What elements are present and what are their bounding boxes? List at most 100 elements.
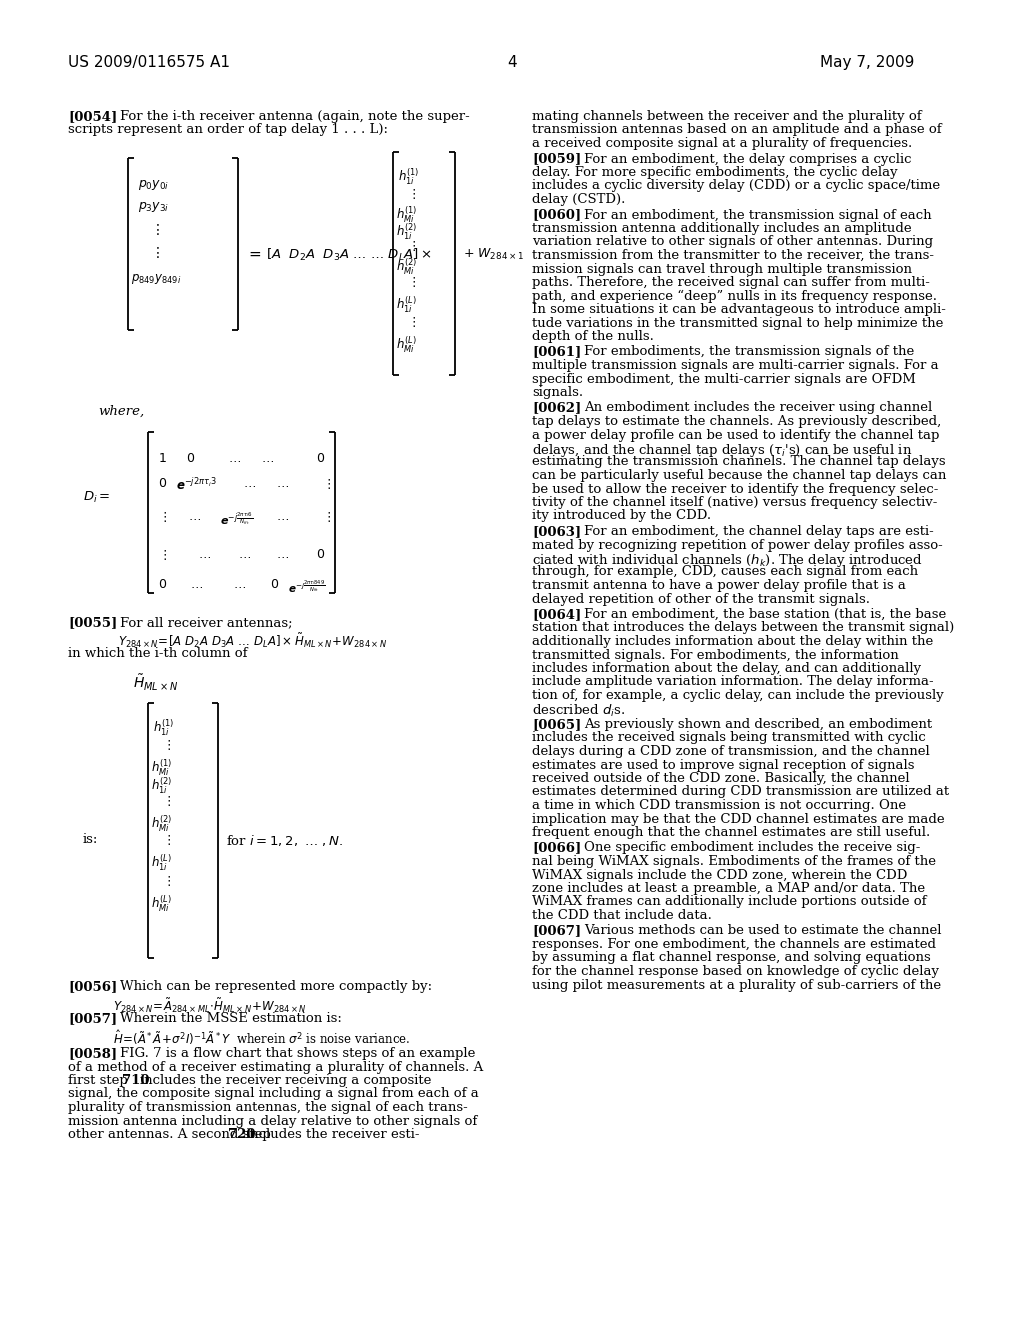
Text: 720: 720: [228, 1129, 256, 1140]
Text: zone includes at least a preamble, a MAP and/or data. The: zone includes at least a preamble, a MAP…: [532, 882, 925, 895]
Text: $\ldots$: $\ldots$: [261, 451, 274, 465]
Text: $\vdots$: $\vdots$: [162, 738, 171, 752]
Text: $\vdots$: $\vdots$: [322, 477, 331, 491]
Text: estimating the transmission channels. The channel tap delays: estimating the transmission channels. Th…: [532, 455, 945, 469]
Text: delay (CSTD).: delay (CSTD).: [532, 193, 626, 206]
Text: for the channel response based on knowledge of cyclic delay: for the channel response based on knowle…: [532, 965, 939, 978]
Text: is:: is:: [83, 833, 98, 846]
Text: 4: 4: [507, 55, 517, 70]
Text: $0$: $0$: [158, 477, 167, 490]
Text: received outside of the CDD zone. Basically, the channel: received outside of the CDD zone. Basica…: [532, 772, 909, 785]
Text: $Y_{284\times N}\!=\![A\ D_2 A\ D_3 A\ \ldots\ D_L A]\times\tilde{H}_{ML\times N: $Y_{284\times N}\!=\![A\ D_2 A\ D_3 A\ \…: [118, 631, 387, 649]
Text: mission signals can travel through multiple transmission: mission signals can travel through multi…: [532, 263, 912, 276]
Text: multiple transmission signals are multi-carrier signals. For a: multiple transmission signals are multi-…: [532, 359, 939, 372]
Text: [0063]: [0063]: [532, 525, 582, 539]
Text: [0062]: [0062]: [532, 401, 582, 414]
Text: $1$: $1$: [158, 451, 167, 465]
Text: station that introduces the delays between the transmit signal): station that introduces the delays betwe…: [532, 622, 954, 635]
Text: $\vdots$: $\vdots$: [162, 833, 171, 847]
Text: $D_i=$: $D_i=$: [83, 490, 111, 506]
Text: tion of, for example, a cyclic delay, can include the previously: tion of, for example, a cyclic delay, ca…: [532, 689, 944, 702]
Text: implication may be that the CDD channel estimates are made: implication may be that the CDD channel …: [532, 813, 944, 825]
Text: delays, and the channel tap delays ($\tau_i$'s) can be useful in: delays, and the channel tap delays ($\ta…: [532, 442, 912, 459]
Text: ciated with individual channels ($h_k$). The delay introduced: ciated with individual channels ($h_k$).…: [532, 552, 923, 569]
Text: $Y_{284\times N}\!=\!\tilde{A}_{284\times ML}\!\cdot\!\tilde{H}_{ML\times N}\!+\: $Y_{284\times N}\!=\!\tilde{A}_{284\time…: [113, 997, 307, 1015]
Text: [0064]: [0064]: [532, 609, 582, 620]
Text: of a method of a receiver estimating a plurality of channels. A: of a method of a receiver estimating a p…: [68, 1060, 483, 1073]
Text: $\boldsymbol{e}^{-j2\pi\tau_i 3}$: $\boldsymbol{e}^{-j2\pi\tau_i 3}$: [176, 477, 217, 492]
Text: $\vdots$: $\vdots$: [162, 874, 171, 888]
Text: includes a cyclic diversity delay (CDD) or a cyclic space/time: includes a cyclic diversity delay (CDD) …: [532, 180, 940, 193]
Text: signal, the composite signal including a signal from each of a: signal, the composite signal including a…: [68, 1088, 479, 1101]
Text: $\hat{H}\!=\!(\tilde{A}^*\tilde{A}\!+\!\sigma^2 I)^{-1}\tilde{A}^*Y$  wherein $\: $\hat{H}\!=\!(\tilde{A}^*\tilde{A}\!+\!\…: [113, 1028, 411, 1048]
Text: $\tilde{H}_{ML\times N}$: $\tilde{H}_{ML\times N}$: [133, 672, 178, 693]
Text: $h^{(1)}_{1i}$: $h^{(1)}_{1i}$: [153, 718, 174, 738]
Text: [0056]: [0056]: [68, 979, 118, 993]
Text: May 7, 2009: May 7, 2009: [820, 55, 914, 70]
Text: $\vdots$: $\vdots$: [150, 246, 160, 260]
Text: transmission antennas based on an amplitude and a phase of: transmission antennas based on an amplit…: [532, 124, 942, 136]
Text: be used to allow the receiver to identify the frequency selec-: be used to allow the receiver to identif…: [532, 483, 938, 495]
Text: $h^{(L)}_{Mi}$: $h^{(L)}_{Mi}$: [151, 894, 172, 915]
Text: 710: 710: [122, 1074, 150, 1086]
Text: FIG. 7 is a flow chart that shows steps of an example: FIG. 7 is a flow chart that shows steps …: [120, 1047, 475, 1060]
Text: $\boldsymbol{e}^{-j\frac{2\pi\tau_i 6}{N_{fft}}}$: $\boldsymbol{e}^{-j\frac{2\pi\tau_i 6}{N…: [220, 510, 253, 527]
Text: transmission antenna additionally includes an amplitude: transmission antenna additionally includ…: [532, 222, 911, 235]
Text: other antennas. A second step: other antennas. A second step: [68, 1129, 275, 1140]
Text: Wherein the MSSE estimation is:: Wherein the MSSE estimation is:: [120, 1012, 342, 1026]
Text: path, and experience “deep” nulls in its frequency response.: path, and experience “deep” nulls in its…: [532, 289, 937, 302]
Text: transmitted signals. For embodiments, the information: transmitted signals. For embodiments, th…: [532, 648, 899, 661]
Text: $\vdots$: $\vdots$: [407, 315, 416, 329]
Text: where,: where,: [98, 405, 144, 418]
Text: by assuming a flat channel response, and solving equations: by assuming a flat channel response, and…: [532, 952, 931, 965]
Text: $=$: $=$: [246, 247, 262, 261]
Text: a power delay profile can be used to identify the channel tap: a power delay profile can be used to ide…: [532, 429, 939, 441]
Text: delayed repetition of other of the transmit signals.: delayed repetition of other of the trans…: [532, 593, 870, 606]
Text: $\ldots$: $\ldots$: [198, 548, 211, 561]
Text: a time in which CDD transmission is not occurring. One: a time in which CDD transmission is not …: [532, 799, 906, 812]
Text: $\ldots$: $\ldots$: [228, 451, 241, 465]
Text: In some situations it can be advantageous to introduce ampli-: In some situations it can be advantageou…: [532, 304, 946, 315]
Text: For all receiver antennas;: For all receiver antennas;: [120, 616, 293, 630]
Text: $h^{(1)}_{Mi}$: $h^{(1)}_{Mi}$: [396, 205, 418, 226]
Text: $0$: $0$: [186, 451, 196, 465]
Text: in which the i-th column of: in which the i-th column of: [68, 647, 248, 660]
Text: delays during a CDD zone of transmission, and the channel: delays during a CDD zone of transmission…: [532, 744, 930, 758]
Text: $\ldots$: $\ldots$: [190, 578, 203, 591]
Text: [0059]: [0059]: [532, 153, 582, 165]
Text: $\vdots$: $\vdots$: [407, 275, 416, 289]
Text: $\vdots$: $\vdots$: [162, 795, 171, 808]
Text: specific embodiment, the multi-carrier signals are OFDM: specific embodiment, the multi-carrier s…: [532, 372, 915, 385]
Text: mated by recognizing repetition of power delay profiles asso-: mated by recognizing repetition of power…: [532, 539, 943, 552]
Text: tude variations in the transmitted signal to help minimize the: tude variations in the transmitted signa…: [532, 317, 943, 330]
Text: $0$: $0$: [158, 578, 167, 591]
Text: transmit antenna to have a power delay profile that is a: transmit antenna to have a power delay p…: [532, 579, 906, 591]
Text: [0067]: [0067]: [532, 924, 582, 937]
Text: Which can be represented more compactly by:: Which can be represented more compactly …: [120, 979, 432, 993]
Text: $h^{(L)}_{1i}$: $h^{(L)}_{1i}$: [396, 294, 417, 315]
Text: additionally includes information about the delay within the: additionally includes information about …: [532, 635, 933, 648]
Text: a received composite signal at a plurality of frequencies.: a received composite signal at a plurali…: [532, 137, 912, 150]
Text: $h^{(L)}_{1i}$: $h^{(L)}_{1i}$: [151, 853, 172, 873]
Text: $\vdots$: $\vdots$: [407, 187, 416, 201]
Text: tap delays to estimate the channels. As previously described,: tap delays to estimate the channels. As …: [532, 414, 941, 428]
Text: $p_0 y_{0i}$: $p_0 y_{0i}$: [138, 178, 169, 191]
Text: includes the receiver receiving a composite: includes the receiver receiving a compos…: [140, 1074, 431, 1086]
Text: $h^{(L)}_{Mi}$: $h^{(L)}_{Mi}$: [396, 335, 417, 355]
Text: responses. For one embodiment, the channels are estimated: responses. For one embodiment, the chann…: [532, 939, 936, 950]
Text: $p_3 y_{3i}$: $p_3 y_{3i}$: [138, 201, 169, 214]
Text: For an embodiment, the delay comprises a cyclic: For an embodiment, the delay comprises a…: [584, 153, 911, 165]
Text: depth of the nulls.: depth of the nulls.: [532, 330, 654, 343]
Text: For embodiments, the transmission signals of the: For embodiments, the transmission signal…: [584, 346, 914, 359]
Text: [0058]: [0058]: [68, 1047, 117, 1060]
Text: $\boldsymbol{e}^{-j\frac{2\pi\tau_i 849}{N_{fft}}}$: $\boldsymbol{e}^{-j\frac{2\pi\tau_i 849}…: [288, 578, 326, 594]
Text: plurality of transmission antennas, the signal of each trans-: plurality of transmission antennas, the …: [68, 1101, 468, 1114]
Text: WiMAX signals include the CDD zone, wherein the CDD: WiMAX signals include the CDD zone, wher…: [532, 869, 907, 882]
Text: [0066]: [0066]: [532, 842, 582, 854]
Text: transmission from the transmitter to the receiver, the trans-: transmission from the transmitter to the…: [532, 249, 934, 261]
Text: $\vdots$: $\vdots$: [407, 239, 416, 253]
Text: $\ldots$: $\ldots$: [243, 477, 256, 490]
Text: $h^{(1)}_{1i}$: $h^{(1)}_{1i}$: [398, 168, 420, 187]
Text: through, for example, CDD, causes each signal from each: through, for example, CDD, causes each s…: [532, 565, 919, 578]
Text: WiMAX frames can additionally include portions outside of: WiMAX frames can additionally include po…: [532, 895, 927, 908]
